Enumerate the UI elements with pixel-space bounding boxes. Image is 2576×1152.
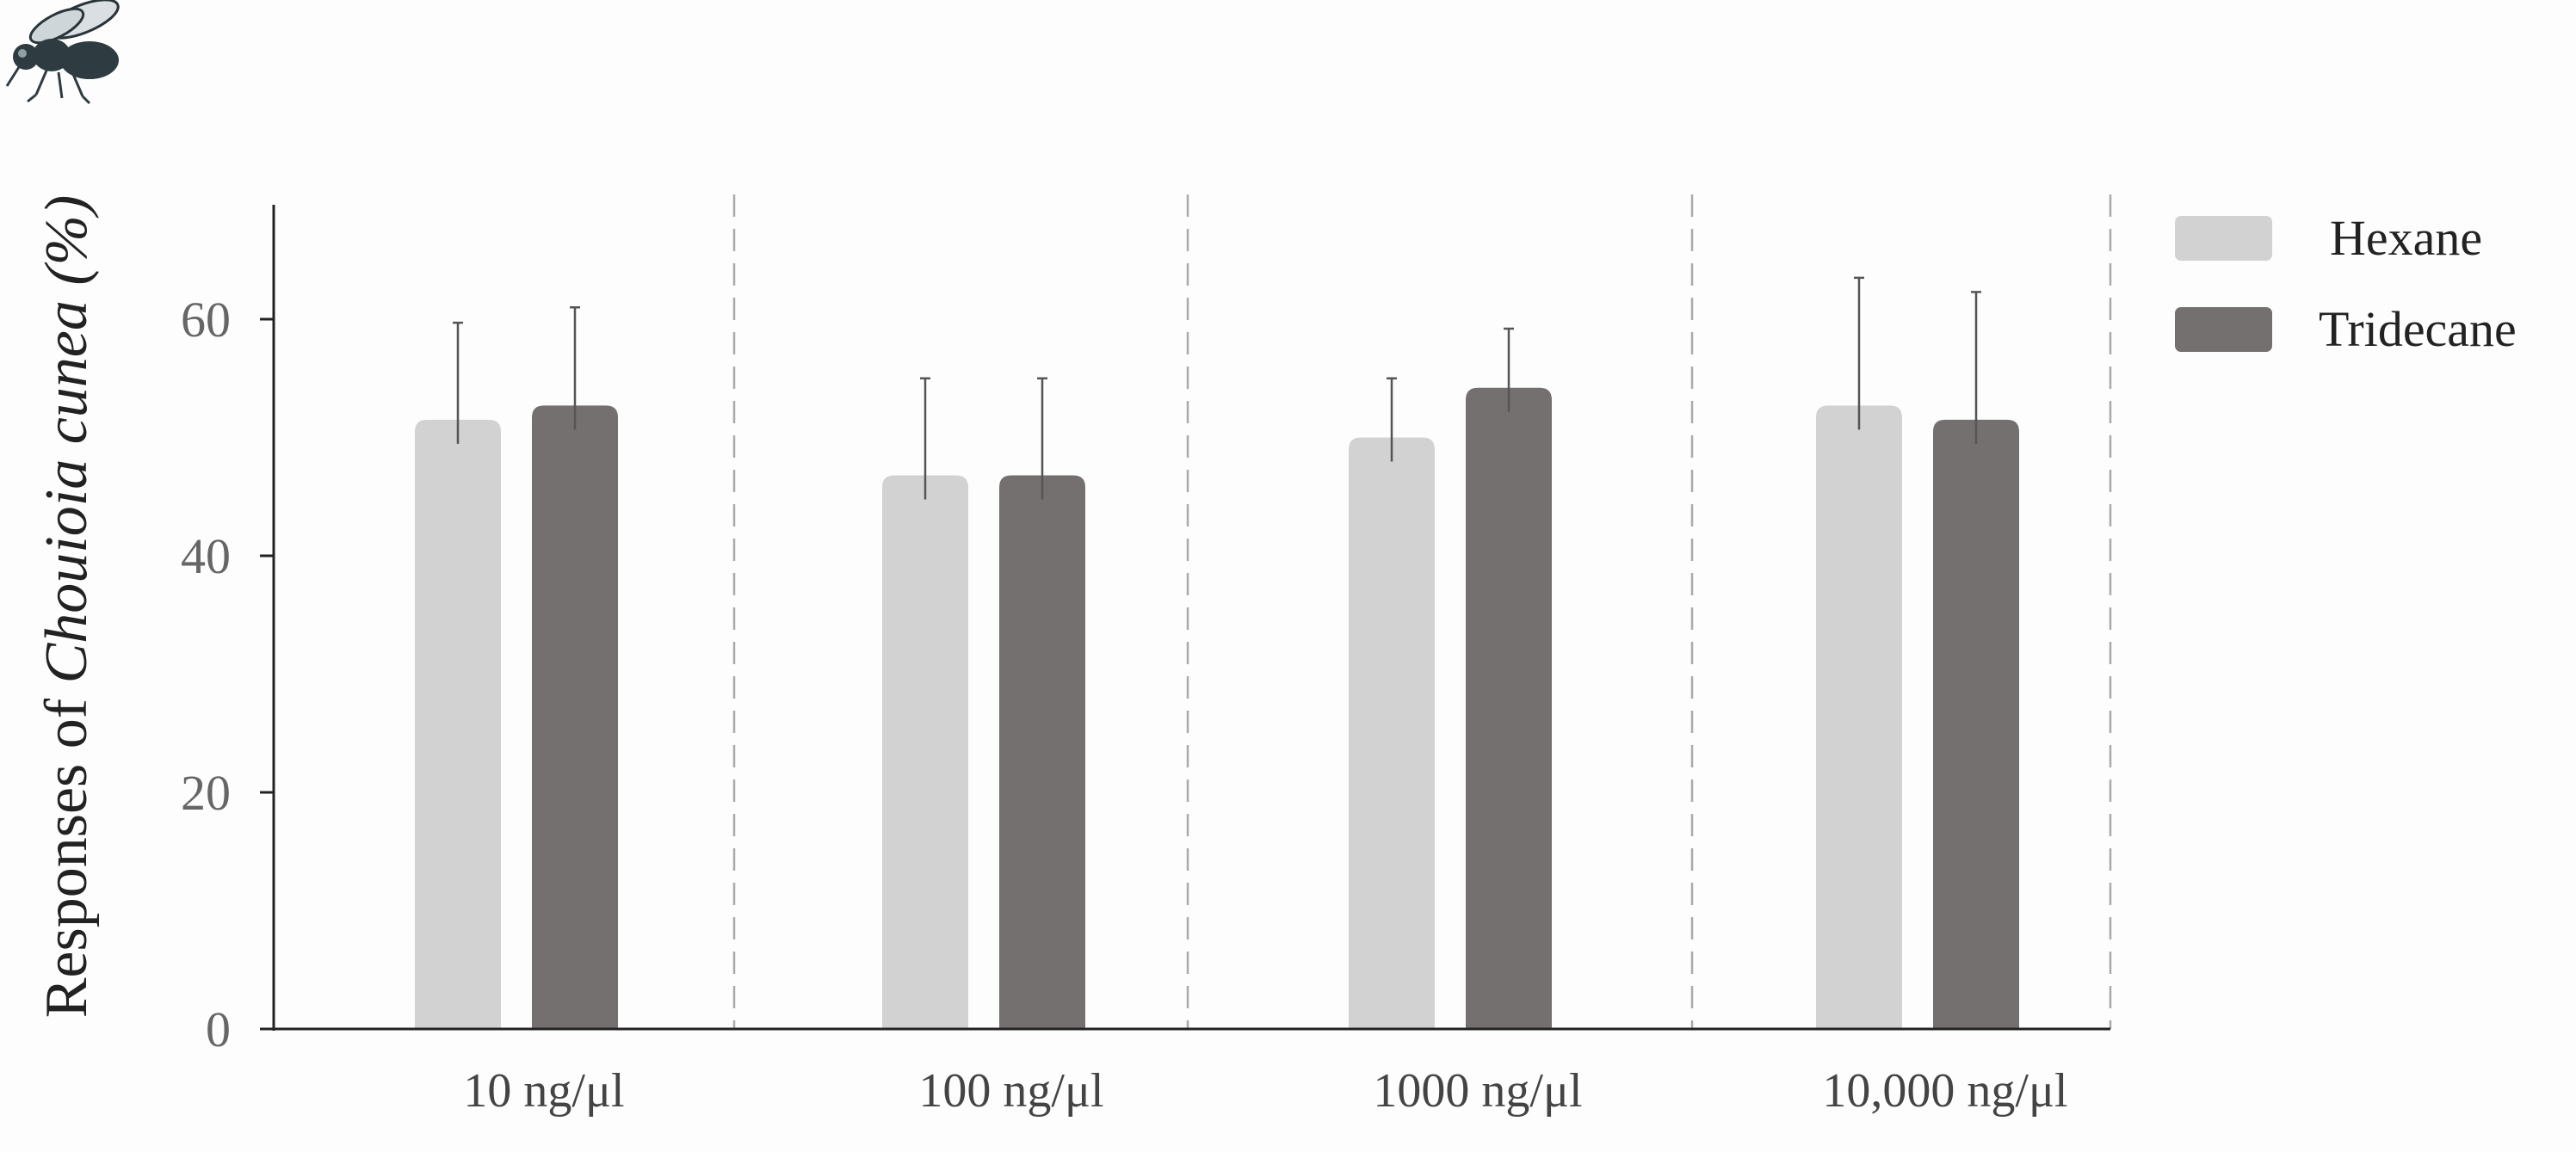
x-tick-label: 1000 ng/μl [1373,1064,1582,1118]
y-axis-label-prefix: Responses of [34,683,100,1018]
bar-hexane [882,475,968,1029]
plot-area: 0 20 40 60 10 ng/μl 100 ng/μl 1000 ng/μl 10,000… [181,194,2112,1118]
x-tick-label: 10 ng/μl [463,1064,624,1118]
bar-tridecane [999,475,1085,1029]
y-axis-label-species: Chouioia cunea [34,300,100,683]
bar-hexane [1816,405,1902,1029]
legend-swatch-tridecane [2175,307,2272,352]
y-axis-label: Responses of Chouioia cunea (%) [34,195,100,1019]
x-tick-label: 100 ng/μl [918,1064,1103,1118]
legend-label-tridecane: Tridecane [2319,301,2517,357]
legend-label-hexane: Hexane [2330,210,2482,266]
y-tick-label: 40 [181,528,231,584]
y-axis-label-suffix: (%) [34,195,100,300]
legend: Hexane Tridecane [2175,210,2517,357]
bar-tridecane [1933,419,2019,1029]
bar-hexane [1349,437,1435,1029]
y-tick-label: 60 [181,292,231,348]
y-tick-label: 20 [181,765,231,821]
bar-tridecane [532,405,618,1029]
bar-tridecane [1466,387,1552,1029]
legend-swatch-hexane [2175,216,2272,261]
bar-hexane [415,419,501,1029]
fly-icon [5,0,120,105]
y-tick-label: 0 [206,1001,231,1057]
x-tick-label: 10,000 ng/μl [1822,1064,2067,1118]
